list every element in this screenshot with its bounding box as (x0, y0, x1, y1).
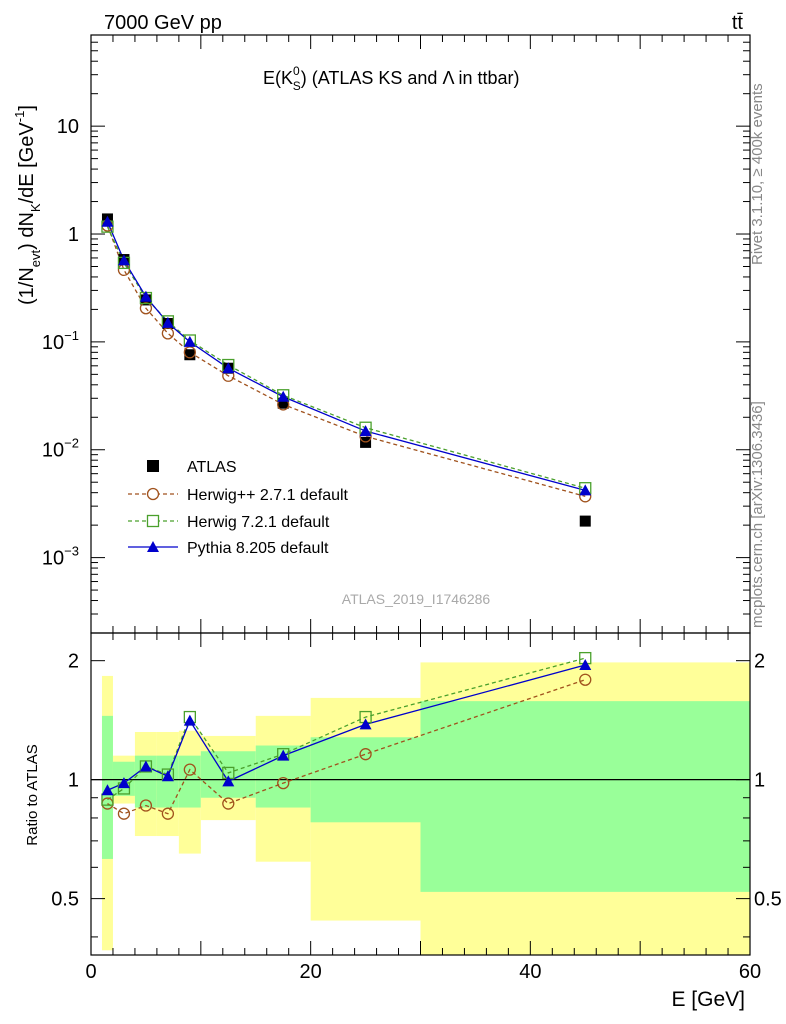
ratio-herwig-2-7-1-default-point (277, 776, 290, 790)
ratio-y-tick-label-left: 1 (68, 770, 79, 792)
main-y-tick-label: 10−2 (42, 436, 79, 462)
main-atlas-point (579, 515, 591, 527)
ratio-y-tick-label-right: 0.5 (754, 889, 782, 911)
ratio-herwig-2-7-1-default-point (222, 797, 235, 810)
ratio-y-tick-label-right: 2 (754, 651, 765, 673)
legend-pythia-marker (147, 541, 159, 552)
ratio-y-tick-label-left: 0.5 (51, 889, 79, 911)
main-herwig-2-7-1-default-point (139, 302, 153, 315)
ratio-herwig-2-7-1-default-point (117, 807, 131, 820)
ratio-herwig-2-7-1-default-point (161, 807, 175, 820)
x-tick-label: 20 (300, 961, 322, 983)
plot-title: E(K0 S) (ATLAS KS and Λ in ttbar) (263, 64, 520, 93)
ratio-inner-band (156, 755, 179, 808)
main-y-tick-label: 10−1 (42, 328, 79, 354)
main-pythia-8-205-default-point (359, 425, 372, 437)
main-pythia-8-205-default-point (222, 362, 235, 374)
energy-label: 7000 GeV pp (104, 12, 222, 34)
legend: ATLAS Herwig++ 2.7.1 default Herwig 7.2.… (128, 459, 349, 557)
main-atlas-point (184, 349, 196, 361)
ratio-y-tick-label-right: 1 (754, 770, 765, 792)
legend-herwigpp-marker (146, 487, 160, 501)
ratio-pythia-8-205-default-point (139, 760, 152, 772)
x-axis-label: E [GeV] (671, 988, 745, 1011)
legend-herwig7-marker (146, 514, 160, 528)
legend-pythia-label: Pythia 8.205 default (187, 540, 329, 557)
x-tick-label: 40 (519, 961, 541, 983)
x-tick-label: 0 (85, 961, 96, 983)
ratio-y-tick-label-left: 2 (68, 651, 79, 673)
ratio-inner-band (178, 755, 201, 808)
analysis-watermark: ATLAS_2019_I1746286 (342, 591, 491, 607)
ratio-pythia-8-205-default-point (222, 775, 235, 787)
legend-herwigpp-label: Herwig++ 2.7.1 default (187, 487, 349, 504)
ratio-pythia-8-205-default-point (117, 777, 130, 789)
legend-herwig7-label: Herwig 7.2.1 default (187, 514, 330, 531)
main-herwig-2-7-1-default-line (106, 225, 586, 497)
ratio-inner-band (420, 701, 750, 892)
main-y-tick-label: 10 (57, 116, 79, 138)
main-y-tick-label: 1 (68, 224, 79, 246)
ratio-herwig-2-7-1-default-point (139, 799, 153, 812)
main-pythia-8-205-default-point (277, 390, 290, 402)
ratio-inner-band (200, 751, 256, 798)
main-y-axis-label: (1/Nevt) dNK/dE [GeV-1] (12, 105, 43, 305)
main-herwig-2-7-1-default-point (161, 327, 175, 340)
main-pythia-8-205-default-point (117, 254, 130, 266)
ratio-herwig-2-7-1-default-line (107, 679, 586, 815)
ratio-herwig-2-7-1-default-point (359, 748, 372, 761)
main-atlas-point (277, 397, 289, 409)
ratio-herwig-2-7-1-default-point (183, 763, 197, 776)
main-herwig-2-7-1-default-point (117, 263, 131, 277)
main-panel: 10 1 10−1 10−2 10−3 E(K0 S) (ATLAS KS and Λ i… (12, 34, 751, 634)
ratio-pythia-8-205-default-point (579, 659, 592, 671)
process-label: tt̄ (732, 12, 744, 34)
rivet-label: Rivet 3.1.10, ≥ 400k events (749, 83, 766, 265)
main-pythia-8-205-default-point (101, 215, 114, 227)
ratio-pythia-8-205-default-point (277, 749, 290, 761)
main-pythia-8-205-default-point (139, 290, 152, 302)
mcplots-label: mcplots.cern.ch [arXiv:1306.3436] (749, 401, 766, 628)
main-pythia-8-205-default-point (183, 335, 196, 347)
main-pythia-8-205-default-point (579, 484, 592, 496)
legend-atlas-label: ATLAS (187, 459, 237, 476)
ratio-y-axis-label: Ratio to ATLAS (24, 744, 41, 845)
legend-atlas-marker (147, 460, 159, 472)
ratio-pythia-8-205-default-point (183, 714, 196, 726)
main-pythia-8-205-default-point (161, 316, 174, 328)
ratio-pythia-8-205-default-point (101, 784, 114, 796)
main-herwig-7-2-1-default-line (106, 226, 586, 489)
ratio-pythia-8-205-default-point (359, 718, 372, 730)
main-y-tick-label: 10−3 (42, 544, 79, 570)
ratio-herwig-2-7-1-default-point (579, 673, 592, 686)
ratio-pythia-8-205-default-point (161, 770, 174, 782)
ratio-panel: 0.5 0.5 1 1 2 2 0 20 40 60 Ratio to ATLAS E [GeV… (24, 632, 782, 1011)
x-tick-label: 60 (739, 961, 761, 983)
main-pythia-8-205-default-line (106, 221, 586, 492)
